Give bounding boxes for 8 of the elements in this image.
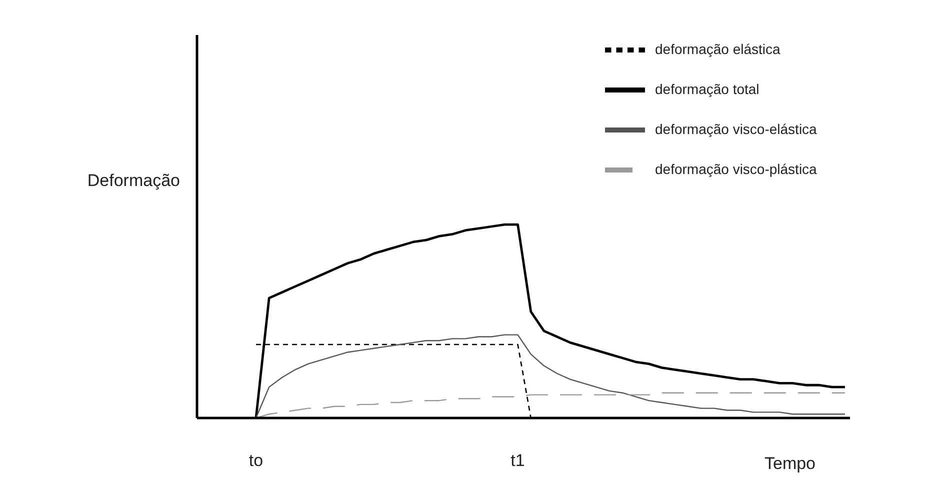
y-axis-title: Deformação <box>87 171 180 190</box>
legend-label: deformação visco-plástica <box>655 160 817 177</box>
x-axis-title: Tempo <box>764 454 816 473</box>
legend-label: deformação elástica <box>655 40 780 57</box>
legend-label: deformação visco-elástica <box>655 120 817 137</box>
x-tick-label: to <box>248 451 264 470</box>
x-tick-label: t1 <box>510 451 525 470</box>
legend-label: deformação total <box>655 80 760 97</box>
